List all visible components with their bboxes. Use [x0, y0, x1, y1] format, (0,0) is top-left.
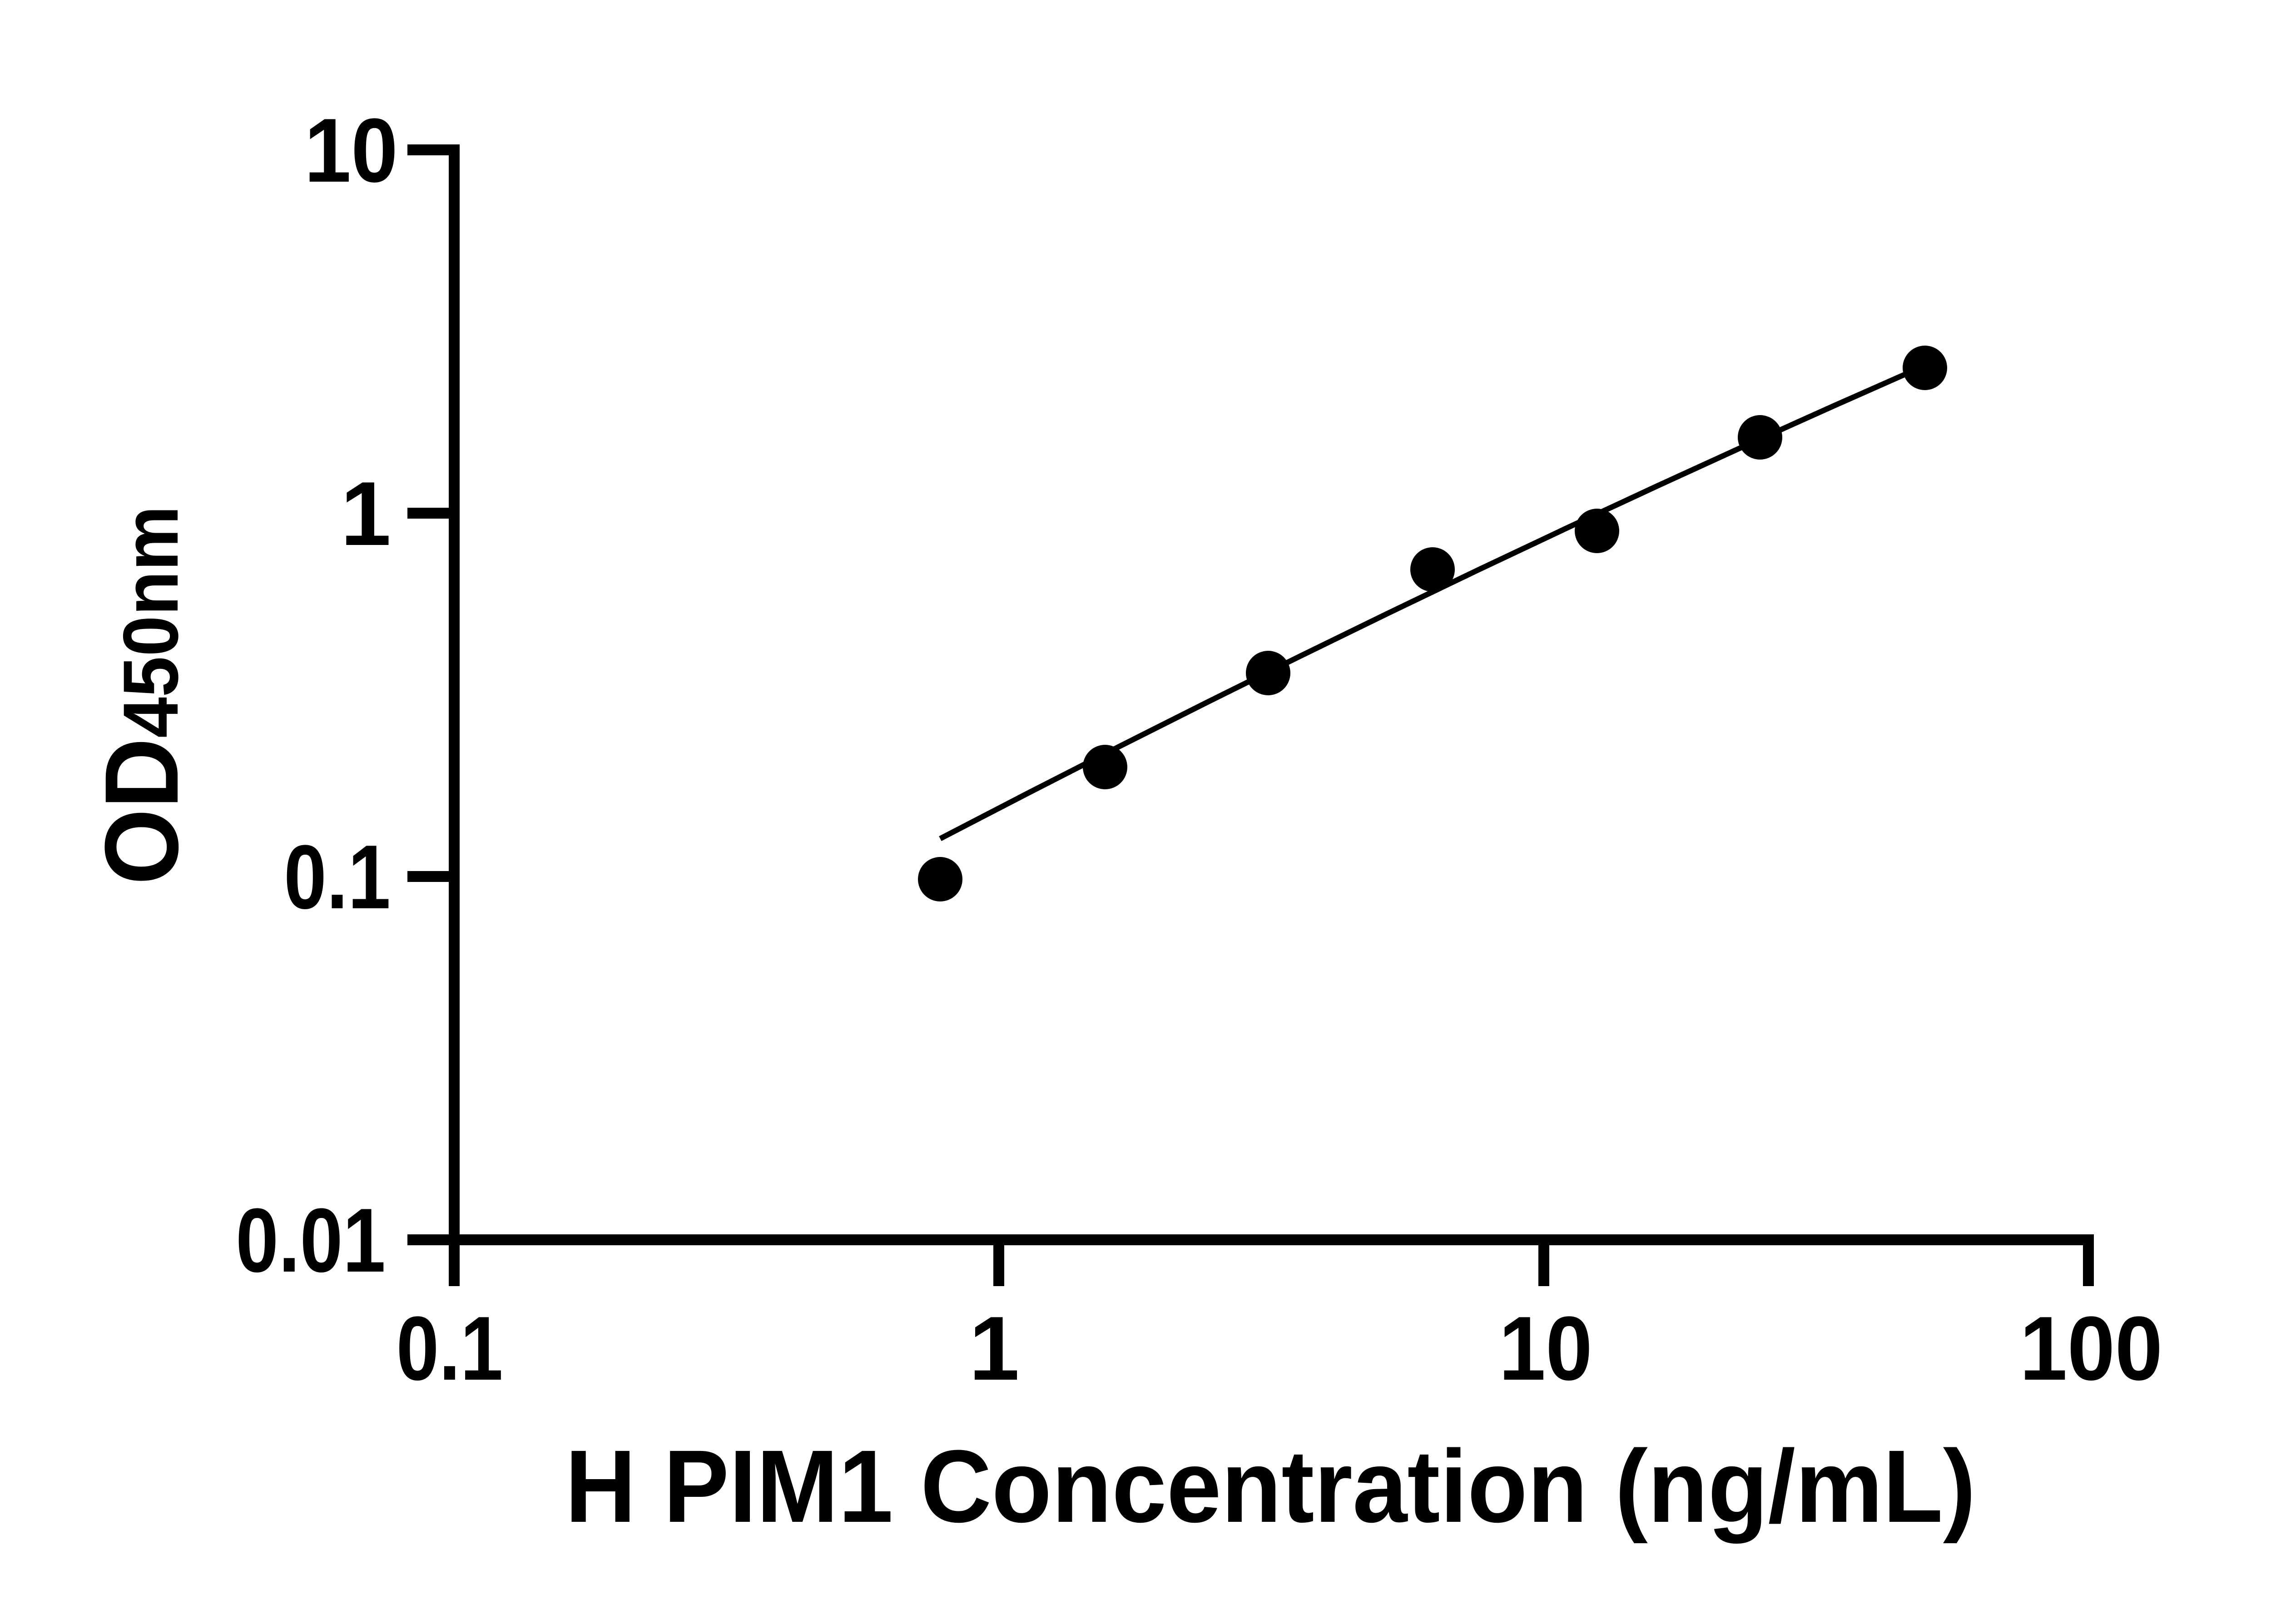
svg-text:H PIM1 Concentration (ng/mL): H PIM1 Concentration (ng/mL)	[565, 1429, 1976, 1544]
svg-text:0.1: 0.1	[397, 1298, 503, 1399]
svg-text:1: 1	[969, 1298, 1019, 1399]
svg-text:10: 10	[1499, 1298, 1592, 1399]
svg-text:10: 10	[304, 100, 398, 201]
svg-text:0.1: 0.1	[284, 827, 391, 928]
svg-text:100: 100	[2020, 1298, 2163, 1399]
svg-text:0.01: 0.01	[236, 1190, 386, 1291]
svg-text:1: 1	[341, 463, 391, 564]
svg-text:OD450nm: OD450nm	[83, 506, 200, 885]
